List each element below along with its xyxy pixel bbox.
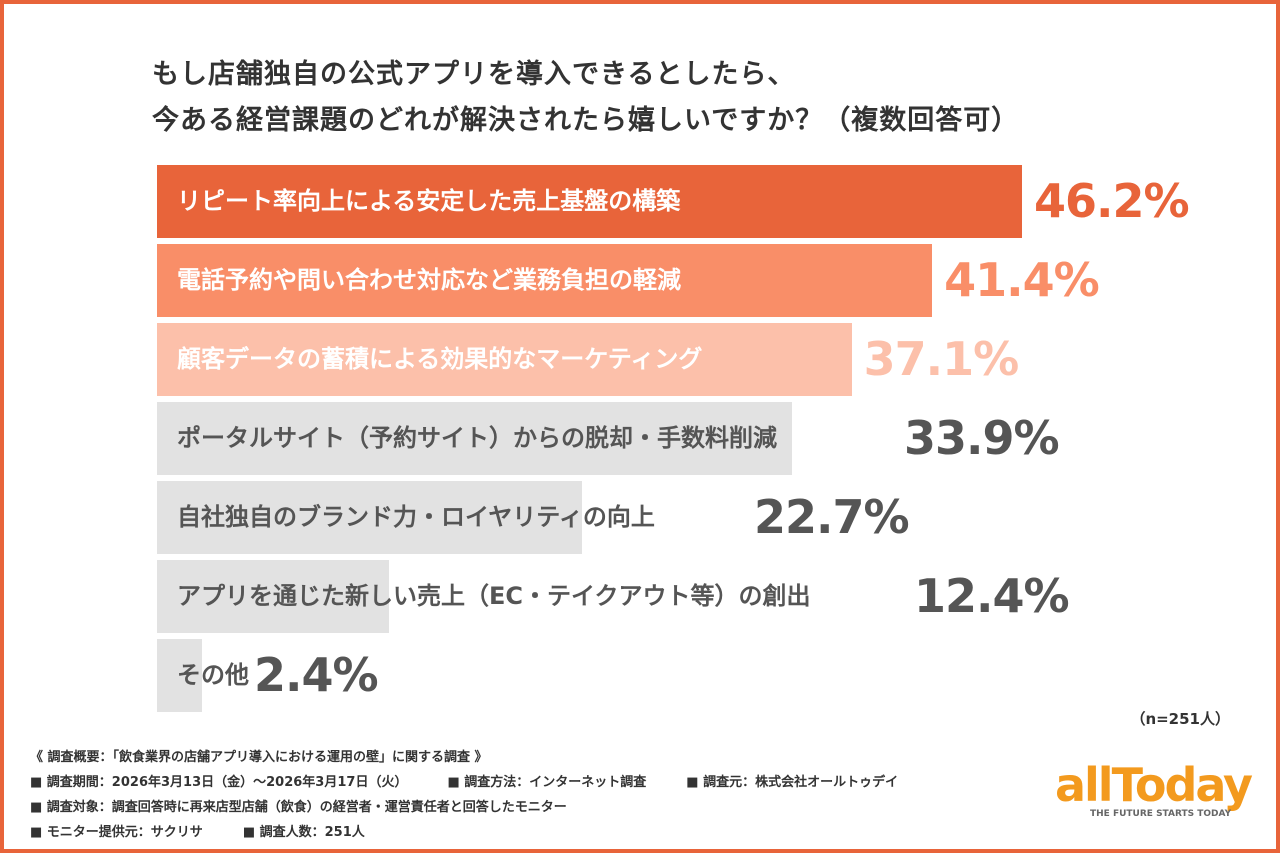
alltoday-logo: allToday bbox=[1055, 758, 1253, 812]
bar-label: ポータルサイト（予約サイト）からの脱却・手数料削減 bbox=[177, 424, 777, 452]
bar bbox=[157, 323, 852, 396]
notes-provider: ■ モニター提供元：サクリサ bbox=[30, 825, 203, 840]
bar-label: 顧客データの蓄積による効果的なマーケティング bbox=[177, 345, 703, 373]
notes-period: ■ 調査期間：2026年3月13日（金）～2026年3月17日（火） bbox=[30, 775, 408, 790]
survey-notes: 《 調査概要：「飲食業界の店舗アプリ導入における運用の壁」に関する調査 》 ■ … bbox=[30, 745, 938, 845]
title-line-2: 今ある経営課題のどれが解決されたら嬉しいですか？（複数回答可） bbox=[152, 105, 1020, 136]
value-label: 33.9% bbox=[904, 411, 1060, 465]
bar bbox=[157, 244, 933, 317]
value-label: 46.2% bbox=[1034, 174, 1190, 228]
notes-source: ■ 調査元：株式会社オールトゥデイ bbox=[686, 775, 899, 790]
bar-label: アプリを通じた新しい売上（EC・テイクアウト等）の創出 bbox=[177, 582, 811, 610]
bar-label: 自社独自のブランド力・ロイヤリティの向上 bbox=[177, 503, 655, 531]
bar bbox=[157, 402, 792, 475]
value-label: 37.1% bbox=[863, 332, 1020, 386]
bar bbox=[157, 560, 390, 633]
bar bbox=[157, 639, 202, 712]
value-label: 2.4% bbox=[254, 648, 379, 702]
bar-label: リピート率向上による安定した売上基盤の構築 bbox=[177, 187, 681, 215]
value-label: 12.4% bbox=[914, 569, 1070, 623]
value-label: 41.4% bbox=[944, 253, 1100, 307]
notes-count: ■ 調査人数：251人 bbox=[242, 825, 365, 840]
notes-method: ■ 調査方法：インターネット調査 bbox=[447, 775, 647, 790]
notes-heading: 《 調査概要：「飲食業界の店舗アプリ導入における運用の壁」に関する調査 》 bbox=[30, 750, 488, 765]
value-label: 22.7% bbox=[754, 490, 910, 544]
logo-tagline: THE FUTURE STARTS TODAY bbox=[1090, 809, 1232, 819]
title-line-1: もし店舗独自の公式アプリを導入できるとしたら、 bbox=[152, 59, 796, 90]
bar-label: その他 bbox=[177, 661, 249, 689]
chart-title: もし店舗独自の公式アプリを導入できるとしたら、 今ある経営課題のどれが解決された… bbox=[152, 52, 1019, 144]
bar-label: 電話予約や問い合わせ対応など業務負担の軽減 bbox=[177, 266, 681, 294]
notes-target: ■ 調査対象：調査回答時に再来店型店舗（飲食）の経営者・運営責任者と回答したモニ… bbox=[30, 800, 567, 815]
sample-size: （n=251人） bbox=[1130, 710, 1230, 728]
bar-chart: リピート率向上による安定した売上基盤の構築 46.2% 電話予約や問い合わせ対応など… bbox=[157, 165, 1257, 725]
bar bbox=[157, 481, 582, 554]
bar bbox=[157, 165, 1022, 238]
